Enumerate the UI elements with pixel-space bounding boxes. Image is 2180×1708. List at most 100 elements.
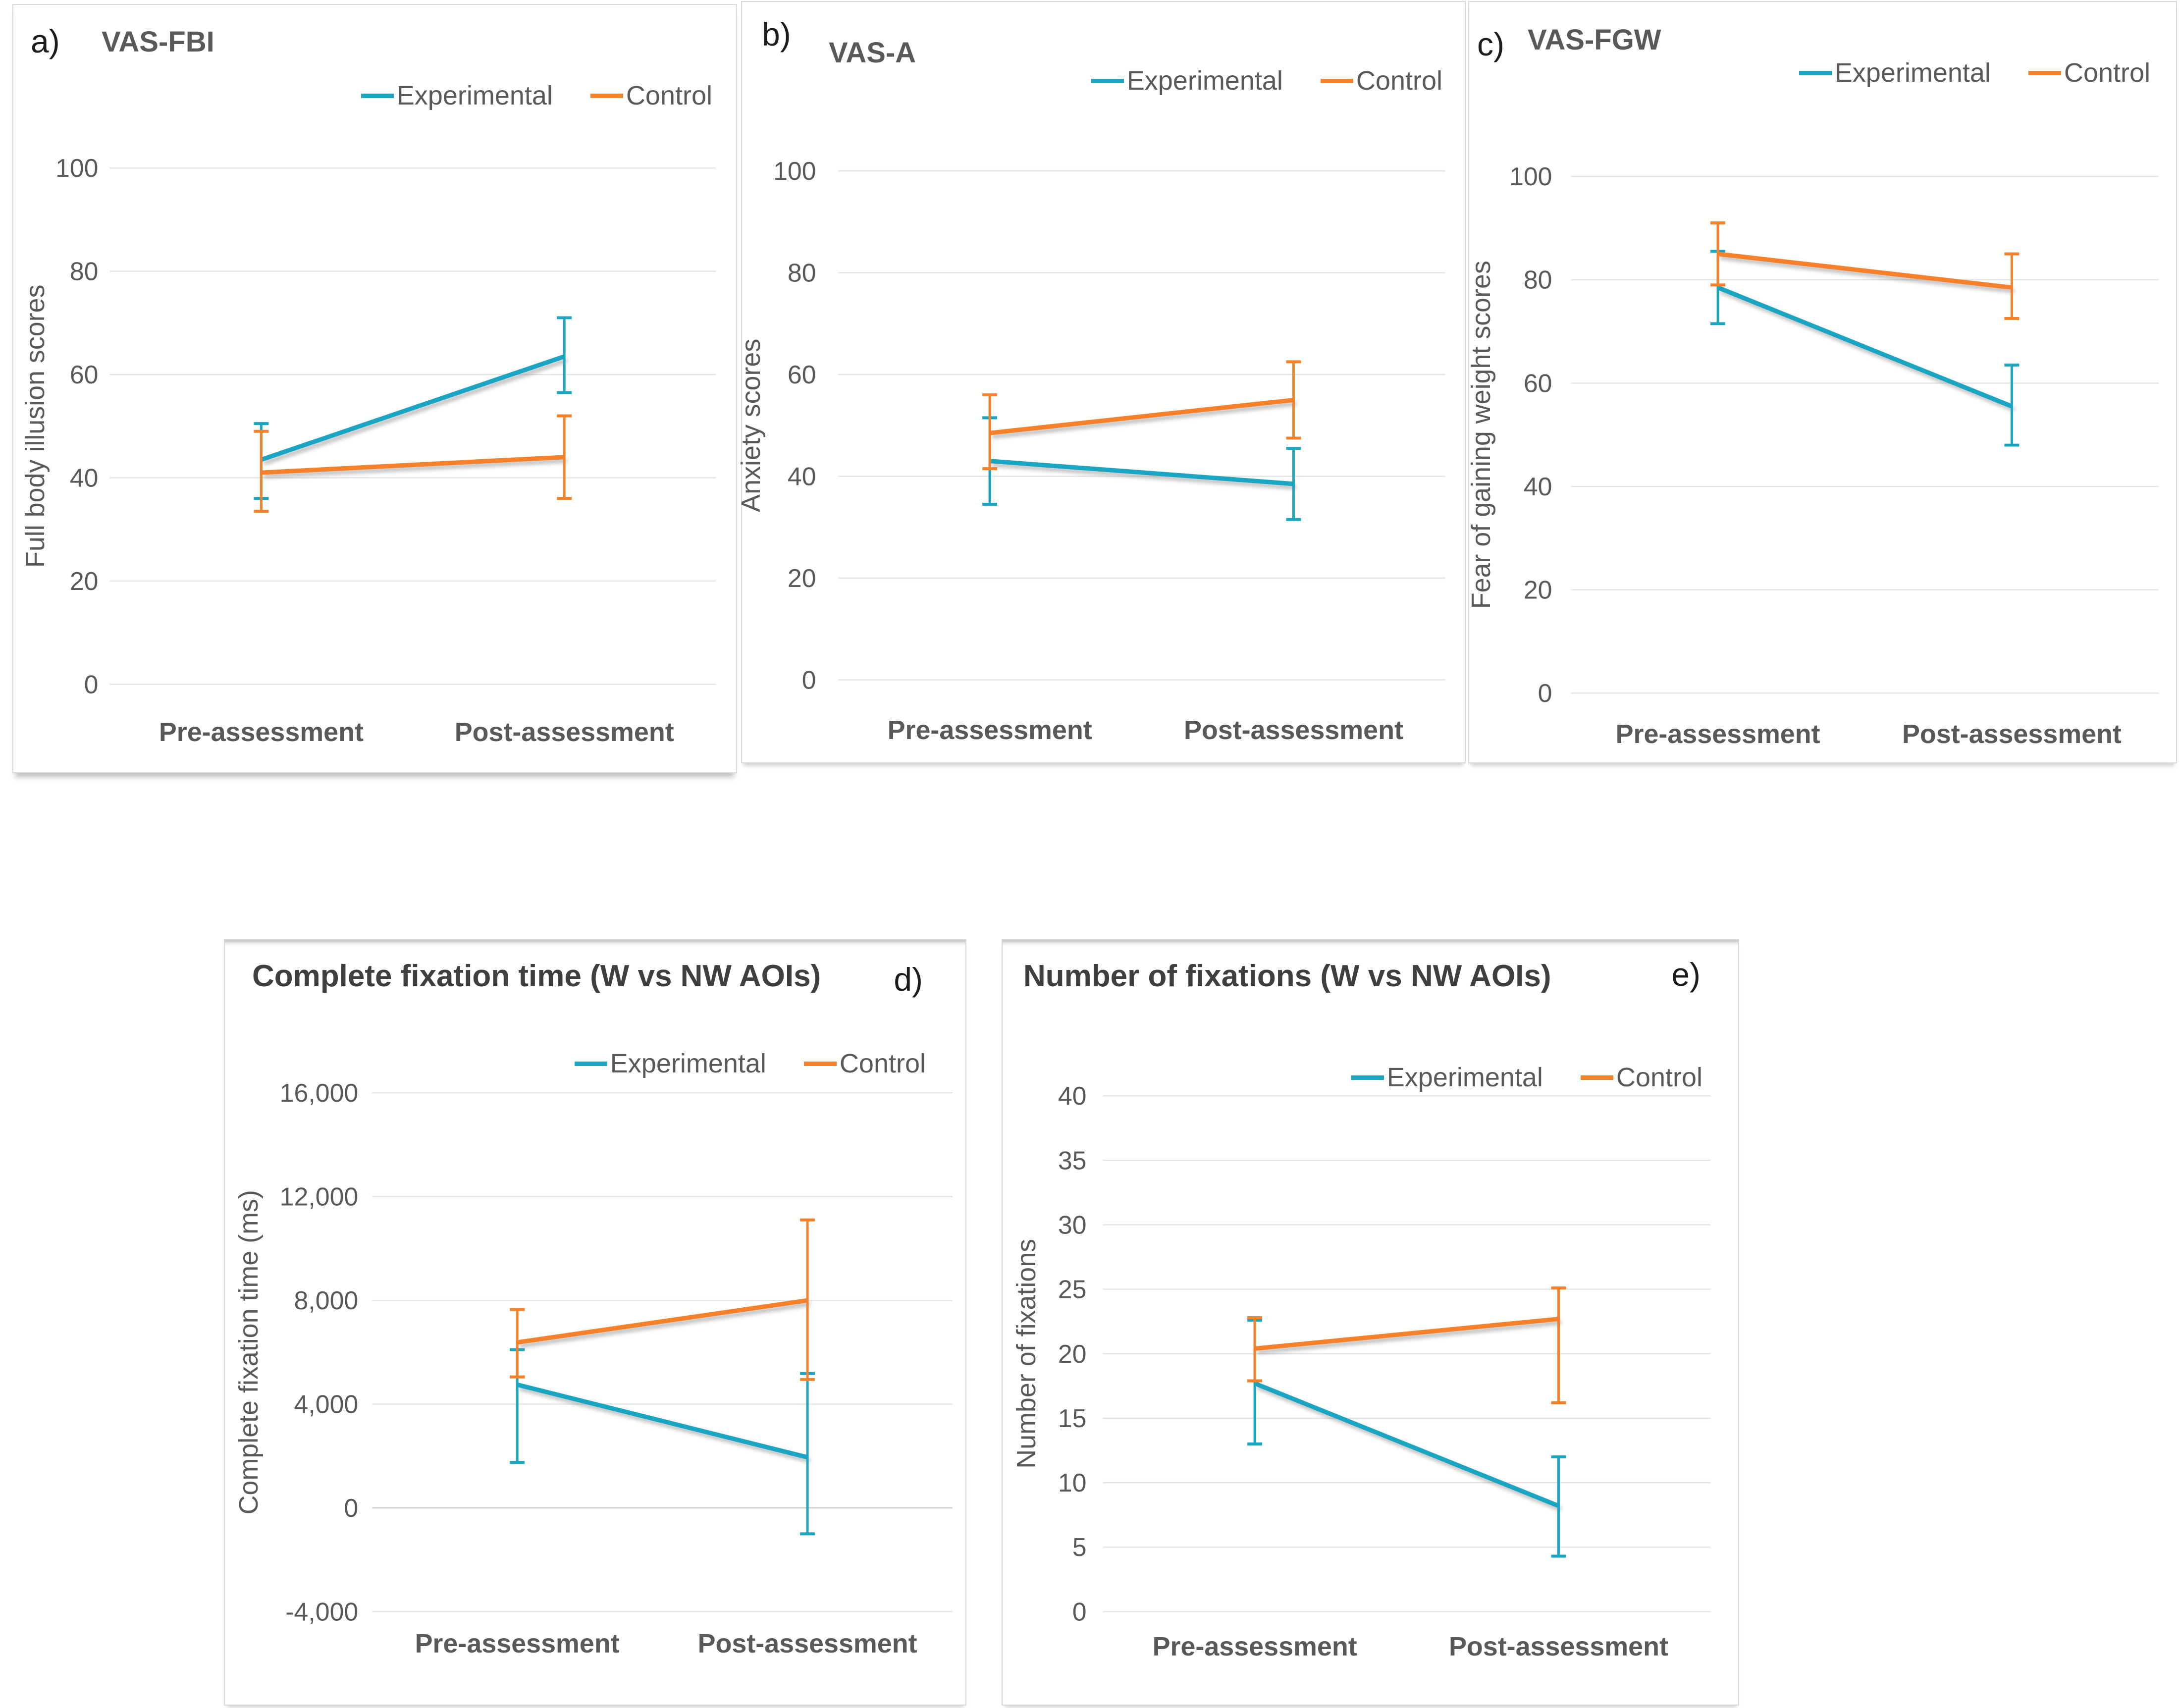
experimental-line-swatch: [1351, 1075, 1384, 1080]
panel-fixation-time: d) Complete fixation time (W vs NW AOIs)…: [224, 939, 966, 1706]
line-chart-vas-fgw: 0 20 40 60 80 100 Fear of gaining weight score…: [1466, 162, 2159, 749]
svg-text:8,000: 8,000: [294, 1286, 358, 1315]
panel-letter-e: e): [1671, 956, 1701, 993]
svg-text:0: 0: [344, 1494, 358, 1522]
legend-label-control: Control: [626, 81, 712, 110]
legend-item-experimental: Experimental: [361, 80, 553, 111]
svg-text:20: 20: [1058, 1339, 1087, 1368]
chart-title-vas-fgw: VAS-FGW: [1528, 24, 1661, 56]
control-line-swatch: [590, 93, 623, 98]
svg-text:80: 80: [1524, 266, 1552, 294]
svg-text:100: 100: [773, 157, 816, 185]
experimental-line-swatch: [1799, 70, 1832, 75]
legend-item-experimental: Experimental: [1799, 57, 1991, 88]
svg-text:4,000: 4,000: [294, 1390, 358, 1419]
experimental-line-swatch: [1091, 78, 1124, 83]
svg-text:60: 60: [788, 360, 816, 389]
line-chart-fixation-time: -4,000 0 4,000 8,000 12,000 16,000 Complete fi…: [234, 1078, 953, 1658]
legend-item-control: Control: [2028, 57, 2150, 88]
legend-item-control: Control: [1580, 1062, 1702, 1093]
svg-text:40: 40: [788, 462, 816, 490]
panel-number-of-fixations: e) Number of fixations (W vs NW AOIs) Ex…: [1002, 939, 1739, 1706]
legend-label-control: Control: [2064, 58, 2150, 88]
legend-label-experimental: Experimental: [1386, 1063, 1543, 1092]
legend-label-control: Control: [1356, 66, 1442, 96]
svg-text:60: 60: [1524, 369, 1552, 397]
svg-text:Fear of gaining weight scores: Fear of gaining weight scores: [1466, 261, 1496, 609]
panel-letter-a: a): [31, 23, 60, 59]
legend-item-experimental: Experimental: [1091, 65, 1283, 96]
svg-text:20: 20: [788, 564, 816, 592]
legend: Experimental Control: [1351, 1062, 1702, 1093]
svg-text:16,000: 16,000: [280, 1078, 359, 1107]
legend: Experimental Control: [574, 1048, 926, 1079]
legend-item-control: Control: [1320, 65, 1442, 96]
legend-item-control: Control: [803, 1048, 926, 1079]
svg-text:Full body illusion scores: Full body illusion scores: [20, 284, 50, 568]
panel-vas-fgw: c) VAS-FGW Experimental Control 0 20 40 60 8…: [1466, 1, 2177, 763]
svg-text:Pre-assessment: Pre-assessment: [415, 1629, 620, 1658]
svg-text:5: 5: [1072, 1533, 1087, 1561]
svg-text:60: 60: [70, 360, 99, 389]
svg-text:0: 0: [1072, 1597, 1087, 1626]
svg-text:80: 80: [788, 259, 816, 287]
svg-text:Post-assessment: Post-assessment: [455, 717, 674, 747]
chart-title-vas-fbi: VAS-FBI: [102, 26, 214, 58]
svg-text:0: 0: [84, 670, 99, 698]
panel-letter-b: b): [762, 16, 791, 53]
svg-text:100: 100: [55, 154, 99, 182]
svg-text:Pre-assessment: Pre-assessment: [888, 715, 1092, 745]
svg-text:40: 40: [1524, 472, 1552, 501]
svg-text:25: 25: [1058, 1275, 1087, 1304]
legend-label-experimental: Experimental: [1834, 58, 1991, 88]
legend: Experimental Control: [1091, 65, 1442, 96]
svg-text:15: 15: [1058, 1404, 1087, 1433]
chart-title-vas-a: VAS-A: [829, 37, 916, 69]
chart-title-fixation-time: Complete fixation time (W vs NW AOIs): [252, 959, 821, 993]
svg-text:Post-assessment: Post-assessment: [698, 1629, 917, 1658]
svg-text:0: 0: [1538, 679, 1552, 707]
svg-text:40: 40: [70, 463, 99, 492]
legend-item-experimental: Experimental: [1351, 1062, 1543, 1093]
svg-text:Post-assessment: Post-assessment: [1184, 715, 1403, 745]
legend-item-control: Control: [590, 80, 712, 111]
svg-text:Post-assessment: Post-assessment: [1449, 1632, 1668, 1661]
control-line-swatch: [1580, 1075, 1613, 1080]
legend-label-control: Control: [1616, 1063, 1702, 1092]
control-line-swatch: [2028, 70, 2061, 75]
legend-label-experimental: Experimental: [1126, 66, 1283, 96]
svg-text:20: 20: [70, 567, 99, 595]
panel-vas-a: b) VAS-A Experimental Control 0 20 40 60 80 1…: [736, 1, 1466, 763]
svg-text:Anxiety scores: Anxiety scores: [736, 339, 766, 512]
svg-text:10: 10: [1058, 1468, 1087, 1497]
legend: Experimental Control: [1799, 57, 2150, 88]
panel-vas-fbi: a) VAS-FBI Experimental Control 0 20 40 60 8…: [12, 4, 737, 773]
svg-text:-4,000: -4,000: [285, 1597, 358, 1626]
svg-text:40: 40: [1058, 1081, 1087, 1110]
line-chart-vas-a: 0 20 40 60 80 100 Anxiety scores Pre-assessment…: [736, 157, 1446, 745]
control-line-swatch: [1320, 78, 1353, 83]
svg-text:35: 35: [1058, 1146, 1087, 1174]
svg-text:100: 100: [1509, 162, 1552, 191]
legend-label-experimental: Experimental: [610, 1049, 766, 1078]
svg-text:Complete fixation time (ms): Complete fixation time (ms): [234, 1190, 264, 1514]
legend-label-control: Control: [839, 1049, 926, 1078]
svg-text:Post-assessment: Post-assessment: [1902, 719, 2122, 749]
chart-title-number-of-fixations: Number of fixations (W vs NW AOIs): [1023, 959, 1551, 993]
line-chart-number-of-fixations: 0 5 10 15 20 25 30 35 40 Number of fixations Pre-a…: [1011, 1081, 1711, 1661]
control-line-swatch: [803, 1061, 837, 1066]
svg-text:30: 30: [1058, 1210, 1087, 1239]
svg-text:Number of fixations: Number of fixations: [1011, 1239, 1041, 1469]
svg-text:80: 80: [70, 257, 99, 286]
svg-text:Pre-assessment: Pre-assessment: [1616, 719, 1820, 749]
line-chart-vas-fbi: 0 20 40 60 80 100 Full body illusion scores Pre…: [20, 154, 716, 747]
legend-item-experimental: Experimental: [574, 1048, 766, 1079]
panel-letter-c: c): [1477, 26, 1504, 62]
panel-letter-d: d): [894, 961, 923, 998]
legend-label-experimental: Experimental: [396, 81, 553, 110]
experimental-line-swatch: [574, 1061, 607, 1066]
svg-text:20: 20: [1524, 576, 1552, 604]
experimental-line-swatch: [361, 93, 394, 98]
svg-text:Pre-assessment: Pre-assessment: [159, 717, 364, 747]
